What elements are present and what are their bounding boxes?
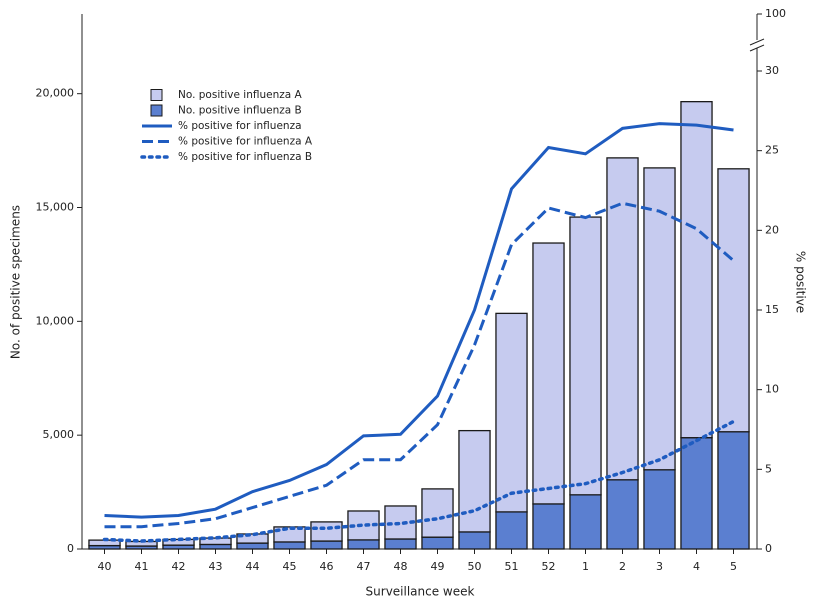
y2-tick-label: 5: [765, 462, 772, 475]
bar: [532, 242, 565, 505]
bar: [310, 540, 343, 550]
line: [104, 122, 734, 519]
legend-label: % positive for influenza: [178, 120, 302, 132]
x-tick-label: 48: [394, 560, 408, 573]
legend-swatch: [150, 104, 163, 117]
y-tick-label: 0: [67, 542, 74, 555]
y2-axis-label: % positive: [794, 251, 808, 313]
x-tick-label: 42: [172, 560, 186, 573]
x-tick-label: 43: [209, 560, 223, 573]
bar: [458, 429, 491, 533]
x-tick-label: 45: [283, 560, 297, 573]
y-axis-label: No. of positive specimens: [9, 205, 23, 359]
bar: [569, 494, 602, 550]
x-tick-label: 1: [582, 560, 589, 573]
x-tick-label: 51: [505, 560, 519, 573]
legend-label: % positive for influenza A: [178, 136, 313, 148]
bar: [199, 543, 232, 550]
y2-tick-label: 100: [765, 7, 786, 20]
y-tick-label: 20,000: [36, 87, 75, 100]
y-tick-label: 10,000: [36, 314, 75, 327]
bar: [310, 521, 343, 542]
y2-tick-label: 30: [765, 64, 779, 77]
y2-tick-label: 20: [765, 223, 779, 236]
x-tick-label: 2: [619, 560, 626, 573]
bar: [421, 536, 454, 550]
y2-tick-label: 15: [765, 303, 779, 316]
y2-tick-label: 10: [765, 383, 779, 396]
legend-label: % positive for influenza B: [178, 151, 312, 163]
x-tick-label: 47: [357, 560, 371, 573]
y2-tick-label: 25: [765, 144, 779, 157]
x-tick-label: 52: [542, 560, 556, 573]
bar: [569, 216, 602, 496]
bar: [421, 488, 454, 538]
bar: [495, 312, 528, 513]
bar: [717, 431, 750, 550]
x-tick-label: 5: [730, 560, 737, 573]
bar: [236, 533, 269, 544]
y-tick-label: 15,000: [36, 201, 75, 214]
bar: [273, 541, 306, 550]
bar: [643, 167, 676, 471]
line: [104, 201, 735, 529]
x-axis-label: Surveillance week: [366, 585, 475, 599]
bar: [680, 100, 713, 439]
bar: [384, 538, 417, 550]
bar: [236, 542, 269, 550]
y2-tick-label: 0: [765, 542, 772, 555]
bar: [495, 511, 528, 550]
y-tick-label: 5,000: [43, 428, 75, 441]
x-tick-label: 41: [135, 560, 149, 573]
x-tick-label: 40: [98, 560, 112, 573]
bar: [717, 168, 750, 433]
bar: [458, 531, 491, 550]
bar: [347, 539, 380, 550]
x-tick-label: 44: [246, 560, 260, 573]
axis-break: [749, 38, 765, 46]
x-tick-label: 50: [468, 560, 482, 573]
bar: [606, 157, 639, 481]
legend-label: No. positive influenza A: [178, 89, 303, 101]
line: [102, 419, 736, 543]
x-tick-label: 49: [431, 560, 445, 573]
bar: [532, 503, 565, 550]
axis-break: [749, 44, 765, 52]
x-tick-label: 3: [656, 560, 663, 573]
x-tick-label: 4: [693, 560, 700, 573]
x-tick-label: 46: [320, 560, 334, 573]
legend-label: No. positive influenza B: [178, 105, 302, 117]
bar: [273, 526, 306, 543]
bar: [643, 469, 676, 550]
bar: [680, 437, 713, 550]
legend-swatch: [150, 89, 163, 101]
bar: [606, 479, 639, 550]
